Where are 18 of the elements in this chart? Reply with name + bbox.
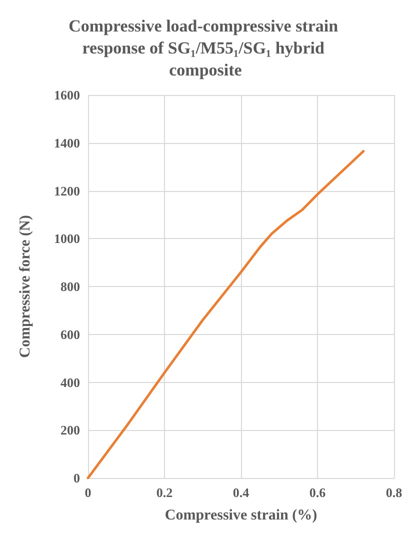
x-tick-label: 0.6: [309, 485, 326, 500]
y-tick-label: 1000: [54, 231, 80, 246]
x-tick-label: 0.8: [386, 485, 403, 500]
y-tick-label: 1600: [54, 88, 80, 102]
y-tick-label: 600: [60, 326, 80, 342]
y-tick-label: 1200: [54, 183, 80, 198]
y-tick-label: 200: [60, 422, 80, 438]
x-tick-label: 0.4: [232, 485, 250, 500]
y-tick-label: 0: [74, 470, 80, 486]
y-axis-title: Compressive force (N): [18, 215, 34, 358]
y-tick-label: 400: [60, 374, 80, 390]
chart-title: Compressive load-compressive strain response of SG₁/M55₁/SG₁ hybrid composite: [68, 16, 342, 80]
x-tick-label: 0.2: [156, 485, 173, 500]
line-series: [86, 150, 365, 480]
y-tick-label: 800: [60, 279, 80, 294]
x-axis-title: Compressive strain (%): [164, 508, 318, 524]
x-tick-label: 0: [84, 485, 92, 500]
y-tick-label: 1400: [54, 135, 80, 150]
